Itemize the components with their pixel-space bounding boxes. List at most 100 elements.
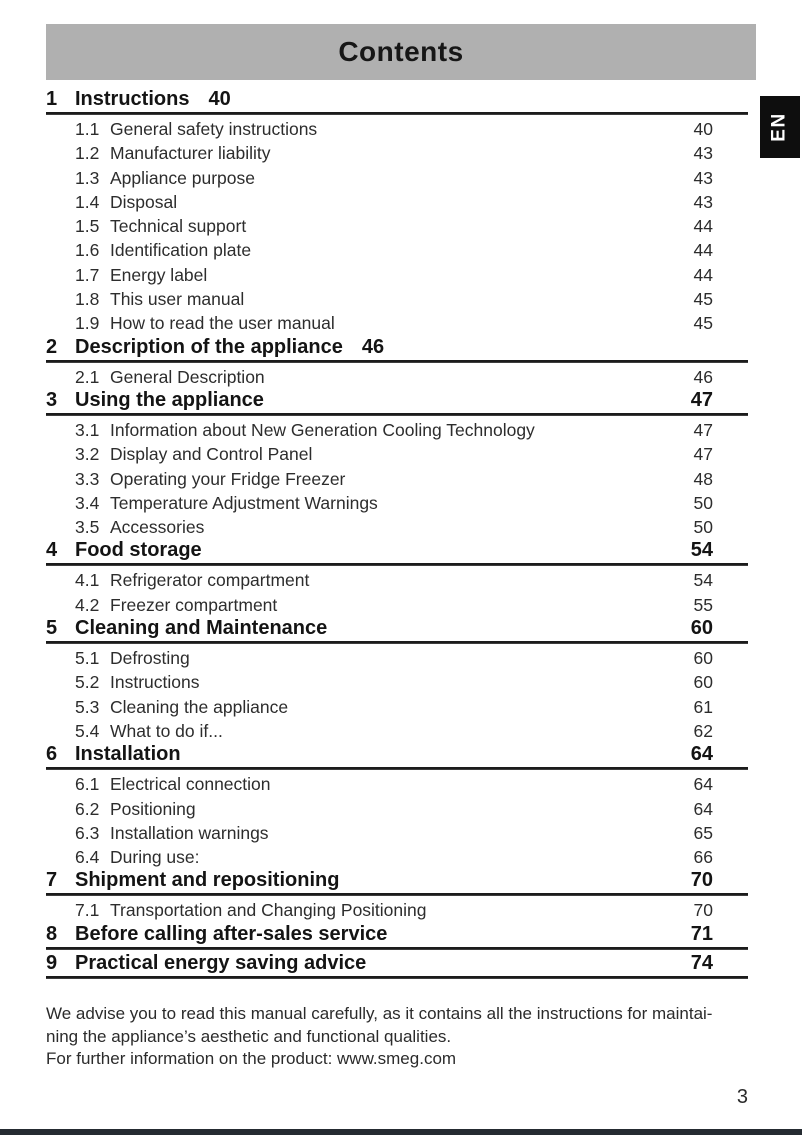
toc-item[interactable]: 6.3 Installation warnings 65 [46,821,748,845]
section-number: 4 [46,539,58,562]
item-number: 1.1 [75,119,100,139]
toc-item[interactable]: 1.8 This user manual 45 [46,287,748,311]
item-number: 1.3 [75,167,100,188]
toc-item[interactable]: 5.3 Cleaning the appliance 61 [46,695,748,719]
item-title: Temperature Adjustment Warnings [110,492,378,513]
language-tab-en: EN [760,96,800,158]
toc-item[interactable]: 6.4 During use: 66 [46,845,748,869]
toc-item[interactable]: 1.1 General safety instructions 40 [46,117,748,141]
toc-item[interactable]: 1.7 Energy label 44 [46,263,748,287]
item-title: Accessories [110,517,205,538]
footer-text-line: ning the appliance’s aesthetic and funct… [46,1026,452,1046]
item-title: Information about New Generation Cooling… [110,419,535,440]
item-page-number: 44 [693,216,713,237]
item-title: Positioning [110,798,196,819]
page-title: Contents [338,36,464,67]
toc-section-heading[interactable]: 4 Food storage 54 [46,539,748,561]
item-title: Electrical connection [110,774,271,795]
item-page-number: 64 [693,774,713,795]
toc-item[interactable]: 6.1 Electrical connection 64 [46,772,748,796]
item-page-number: 48 [693,468,713,489]
toc-section-heading[interactable]: 3 Using the appliance 47 [46,389,748,411]
toc-section-heading[interactable]: 1 Instructions 40 [46,88,748,110]
toc-item[interactable]: 3.3 Operating your Fridge Freezer 48 [46,467,748,491]
item-number: 6.1 [75,774,100,795]
item-number: 3.1 [75,419,100,440]
toc-item[interactable]: 3.1 Information about New Generation Cool… [46,418,748,442]
toc-section-heading[interactable]: 8 Before calling after-sales service 71 [46,923,748,945]
toc-section-heading[interactable]: 9 Practical energy saving advice 74 [46,952,748,974]
item-page-number: 55 [693,594,713,615]
item-number: 6.4 [75,847,100,868]
section-divider [46,767,748,771]
item-number: 1.4 [75,191,100,212]
item-page-number: 65 [693,822,713,843]
toc-item[interactable]: 3.2 Display and Control Panel 47 [46,442,748,466]
item-page-number: 44 [693,240,713,261]
section-number: 1 [46,88,58,110]
item-title: This user manual [110,289,245,310]
item-title: Appliance purpose [110,167,255,188]
item-title: Display and Control Panel [110,444,313,465]
toc-section-heading[interactable]: 7 Shipment and repositioning 70 [46,869,748,891]
toc-item[interactable]: 1.6 Identification plate 44 [46,238,748,262]
toc-item[interactable]: 1.2 Manufacturer liability 43 [46,141,748,165]
toc-section-heading[interactable]: 5 Cleaning and Maintenance 60 [46,617,748,639]
section-title: Practical energy saving advice [75,951,367,974]
toc-item[interactable]: 3.5 Accessories 50 [46,515,748,539]
item-number: 6.3 [75,822,100,843]
toc-section-heading[interactable]: 6 Installation 64 [46,743,748,765]
item-number: 3.2 [75,444,100,465]
section-divider [46,412,748,416]
footer-note: We advise you to read this manual carefu… [46,1003,748,1071]
item-title: How to read the user manual [110,313,335,334]
toc-item[interactable]: 5.1 Defrosting 60 [46,646,748,670]
item-title: General safety instructions [110,119,318,139]
item-title: During use: [110,847,200,868]
section-title: Shipment and repositioning [75,869,340,892]
item-page-number: 45 [693,313,713,334]
section-number: 8 [46,922,58,945]
item-number: 5.4 [75,720,100,741]
toc-item[interactable]: 4.2 Freezer compartment 55 [46,593,748,617]
item-page-number: 66 [693,847,713,868]
section-divider [46,641,748,645]
item-number: 5.1 [75,648,100,669]
toc-item[interactable]: 5.2 Instructions 60 [46,670,748,694]
item-number: 1.5 [75,216,100,237]
item-page-number: 40 [693,119,713,139]
item-page-number: 61 [693,696,713,717]
toc-item[interactable]: 4.1 Refrigerator compartment 54 [46,568,748,592]
toc-item[interactable]: 1.5 Technical support 44 [46,214,748,238]
section-divider [46,359,748,363]
item-number: 5.3 [75,696,100,717]
item-page-number: 46 [693,366,713,387]
toc-item[interactable]: 3.4 Temperature Adjustment Warnings 50 [46,491,748,515]
toc-item[interactable]: 5.4 What to do if... 62 [46,719,748,743]
section-page-number: 54 [690,539,713,562]
toc-section-heading[interactable]: 2 Description of the appliance 46 [46,336,748,358]
toc-item[interactable]: 2.1 General Description 46 [46,365,748,389]
item-number: 1.2 [75,143,100,164]
toc-item[interactable]: 7.1 Transportation and Changing Positioni… [46,898,748,922]
section-divider [46,975,748,979]
item-page-number: 64 [693,798,713,819]
item-number: 4.2 [75,594,100,615]
item-title: Technical support [110,216,247,237]
toc-item[interactable]: 1.9 How to read the user manual 45 [46,311,748,335]
item-page-number: 60 [693,672,713,693]
item-title: Energy label [110,264,208,285]
toc-item[interactable]: 1.4 Disposal 43 [46,190,748,214]
section-page-number: 60 [690,617,713,640]
item-number: 5.2 [75,672,100,693]
section-title: Instructions [75,88,190,110]
section-page-number: 40 [208,88,231,110]
section-page-number: 47 [690,388,713,411]
item-number: 3.5 [75,517,100,538]
toc-item[interactable]: 6.2 Positioning 64 [46,797,748,821]
toc-item[interactable]: 1.3 Appliance purpose 43 [46,166,748,190]
item-title: What to do if... [110,720,223,741]
section-number: 5 [46,617,58,640]
section-title: Before calling after-sales service [75,922,388,945]
item-page-number: 47 [693,444,713,465]
